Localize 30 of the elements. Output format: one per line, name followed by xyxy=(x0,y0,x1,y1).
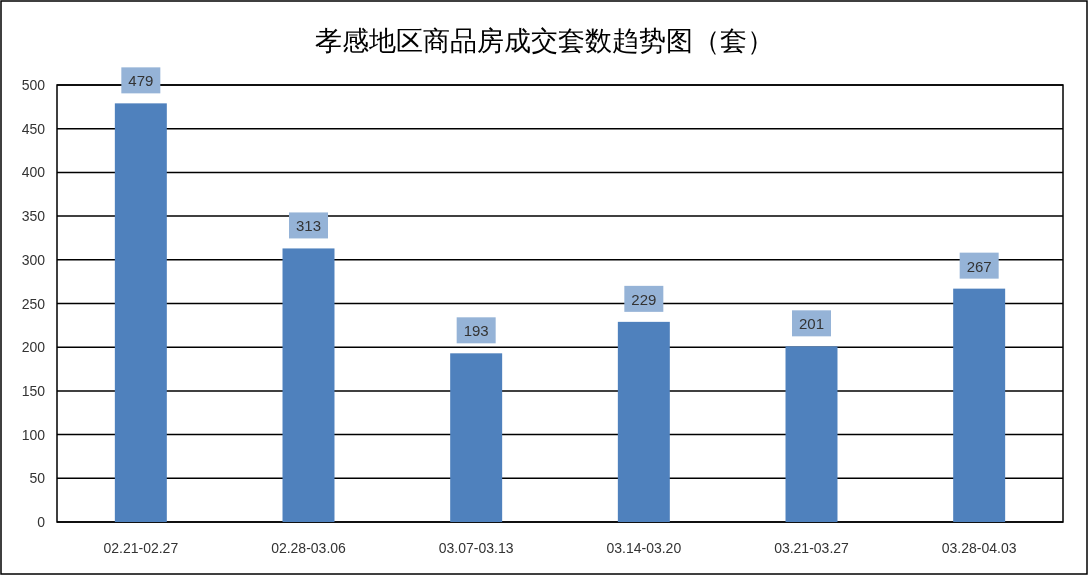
x-tick-label: 03.14-03.20 xyxy=(606,540,682,556)
y-tick-label: 300 xyxy=(21,251,46,268)
bar xyxy=(114,103,167,522)
data-label: 229 xyxy=(631,290,657,308)
bar xyxy=(953,288,1006,522)
y-tick-label: 500 xyxy=(21,77,46,93)
bar xyxy=(450,353,503,522)
y-tick-label: 400 xyxy=(21,164,46,181)
x-tick-label: 03.07-03.13 xyxy=(438,540,514,556)
bar xyxy=(785,346,838,522)
data-label: 201 xyxy=(798,315,825,333)
y-tick-label: 50 xyxy=(29,470,46,487)
data-label: 479 xyxy=(128,72,154,90)
x-tick-label: 03.21-03.27 xyxy=(774,540,850,556)
data-label: 267 xyxy=(966,257,992,275)
y-tick-label: 100 xyxy=(21,426,46,443)
chart-title: 孝感地区商品房成交套数趋势图（套） xyxy=(314,26,774,56)
x-tick-label: 02.28-03.06 xyxy=(271,540,347,556)
y-tick-label: 150 xyxy=(21,382,46,399)
bar xyxy=(617,321,670,522)
data-label: 313 xyxy=(295,217,322,235)
y-tick-label: 350 xyxy=(21,208,46,225)
data-label: 193 xyxy=(463,322,489,340)
y-tick-label: 0 xyxy=(37,514,46,530)
y-tick-label: 450 xyxy=(21,120,46,137)
y-tick-label: 200 xyxy=(21,339,46,356)
x-tick-label: 03.28-04.03 xyxy=(941,540,1017,556)
y-tick-label: 250 xyxy=(21,295,46,312)
x-tick-label: 02.21-02.27 xyxy=(103,540,179,556)
bar xyxy=(282,248,335,522)
